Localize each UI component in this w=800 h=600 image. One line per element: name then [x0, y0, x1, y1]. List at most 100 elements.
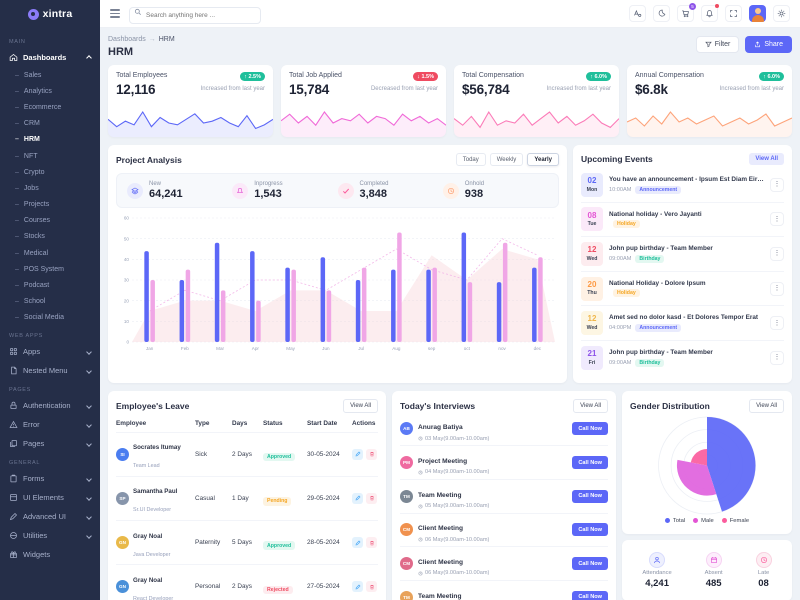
share-button[interactable]: Share: [745, 36, 792, 53]
brand-logo[interactable]: xintra: [0, 0, 100, 28]
user-icon: [649, 551, 666, 568]
sidebar-item-jobs[interactable]: – Jobs: [15, 184, 39, 192]
sidebar-item-forms[interactable]: Forms: [0, 469, 100, 488]
kebab-menu-icon[interactable]: ⋮: [770, 316, 784, 331]
warning-triangle-icon: [9, 420, 18, 429]
sidebar-item-projects[interactable]: – Projects: [15, 201, 50, 209]
delete-icon[interactable]: [366, 537, 377, 549]
events-view-all-button[interactable]: View All: [749, 153, 784, 165]
sidebar-item-dashboards[interactable]: Dashboards: [0, 48, 100, 67]
sidebar-item-utilities[interactable]: Utilities: [0, 526, 100, 545]
edit-icon[interactable]: [352, 448, 363, 460]
call-now-button[interactable]: Call Now: [572, 489, 608, 503]
range-yearly-button[interactable]: Yearly: [527, 153, 559, 166]
sidebar-item-authentication[interactable]: Authentication: [0, 396, 100, 415]
fullscreen-icon[interactable]: [725, 5, 742, 22]
dark-mode-moon-icon[interactable]: [653, 5, 670, 22]
sidebar-section-pages: PAGES: [9, 387, 32, 393]
sidebar-item-pos-system[interactable]: – POS System: [15, 265, 64, 273]
apps-grid-icon: [9, 347, 18, 356]
sparkline-chart: [281, 108, 446, 137]
sidebar-item-ecommerce[interactable]: – Ecommerce: [15, 103, 62, 111]
range-weekly-button[interactable]: Weekly: [489, 153, 524, 166]
sidebar-item-hrm[interactable]: – HRM: [15, 136, 40, 144]
interview-item: CM Client Meeting 06 May(9.00am-10.00am) …: [400, 514, 608, 548]
sidebar-item-sales[interactable]: – Sales: [15, 71, 42, 79]
sidebar-item-podcast[interactable]: – Podcast: [15, 282, 50, 290]
status-badge: Approved: [263, 541, 296, 550]
gender-view-all-button[interactable]: View All: [749, 398, 784, 413]
sidebar-item-stocks[interactable]: – Stocks: [15, 233, 45, 241]
search-input[interactable]: [129, 6, 261, 24]
svg-text:Mar: Mar: [216, 346, 224, 351]
stat-value: 12,116: [116, 82, 156, 97]
cart-icon[interactable]: 5: [677, 3, 696, 22]
call-now-button[interactable]: Call Now: [572, 523, 608, 537]
sidebar-item-social-media[interactable]: – Social Media: [15, 314, 64, 322]
leave-view-all-button[interactable]: View All: [343, 398, 378, 413]
edit-icon[interactable]: [352, 537, 363, 549]
event-date: 08 Tue: [581, 207, 603, 232]
stat-cards-row: Total Employees 12,116 ↑ 2.5% Increased …: [108, 65, 792, 137]
sidebar-item-ui-elements[interactable]: UI Elements: [0, 488, 100, 507]
svg-text:10: 10: [124, 319, 130, 324]
interviews-view-all-button[interactable]: View All: [573, 398, 608, 413]
kebab-menu-icon[interactable]: ⋮: [770, 246, 784, 261]
range-today-button[interactable]: Today: [455, 153, 486, 166]
edit-icon[interactable]: [352, 581, 363, 593]
sidebar-item-analytics[interactable]: – Analytics: [15, 87, 52, 95]
call-now-button[interactable]: Call Now: [572, 456, 608, 470]
employees-leave-card: Employee's Leave View All Employee Type Da…: [108, 390, 386, 600]
todays-interviews-card: Today's Interviews View All AB Anurag Ba…: [392, 390, 616, 600]
sidebar-section-general: GENERAL: [9, 460, 41, 466]
call-now-button[interactable]: Call Now: [572, 422, 608, 436]
notifications-bell-icon[interactable]: [701, 4, 719, 22]
avatar: PM: [400, 456, 413, 470]
kebab-menu-icon[interactable]: ⋮: [770, 281, 784, 296]
project-analysis-stats: New 64,241 Inprogress 1,543 Completed 3,848…: [116, 173, 559, 208]
event-item: 02 Mon You have an announcement - Ipsum E…: [581, 168, 784, 203]
sidebar-item-apps[interactable]: Apps: [0, 342, 100, 361]
sidebar-item-widgets[interactable]: Widgets: [0, 545, 100, 564]
topbar-actions: 5: [629, 3, 790, 22]
sidebar-item-courses[interactable]: – Courses: [15, 217, 50, 225]
share-icon: [755, 41, 761, 48]
filter-button[interactable]: Filter: [695, 36, 740, 53]
stat-card-total-job-applied: Total Job Applied 15,784 ↓ 1.5% Decrease…: [281, 65, 446, 137]
svg-text:Jan: Jan: [146, 346, 154, 351]
svg-text:60: 60: [124, 216, 130, 221]
call-now-button[interactable]: Call Now: [572, 557, 608, 571]
breadcrumb-dashboards[interactable]: Dashboards: [108, 36, 146, 43]
event-date: 21 Fri: [581, 345, 603, 370]
call-now-button[interactable]: Call Now: [572, 590, 608, 600]
menu-toggle-icon[interactable]: [110, 9, 120, 18]
sidebar-item-crypto[interactable]: – Crypto: [15, 168, 45, 176]
kebab-menu-icon[interactable]: ⋮: [770, 177, 784, 192]
leave-table: Employee Type Days Status Start Date Actions …: [116, 415, 378, 600]
kebab-menu-icon[interactable]: ⋮: [770, 350, 784, 365]
user-avatar[interactable]: [749, 5, 766, 22]
sidebar-item-school[interactable]: – School: [15, 298, 46, 306]
kebab-menu-icon[interactable]: ⋮: [770, 212, 784, 227]
delete-icon[interactable]: [366, 448, 377, 460]
sidebar-item-error[interactable]: Error: [0, 415, 100, 434]
sidebar-item-crm[interactable]: – CRM: [15, 120, 40, 128]
edit-icon[interactable]: [352, 492, 363, 504]
calendar-icon: [705, 551, 722, 568]
sidebar-item-medical[interactable]: – Medical: [15, 249, 49, 257]
sidebar-item-nested-menu[interactable]: Nested Menu: [0, 361, 100, 380]
svg-text:Jul: Jul: [358, 346, 364, 351]
table-header-row: Employee Type Days Status Start Date Actions: [116, 415, 378, 433]
clock-icon: [418, 571, 423, 576]
delete-icon[interactable]: [366, 581, 377, 593]
sidebar-item-advanced-ui[interactable]: Advanced UI: [0, 507, 100, 526]
settings-gear-icon[interactable]: [773, 5, 790, 22]
language-icon[interactable]: [629, 5, 646, 22]
upcoming-events-card: Upcoming Events View All 02 Mon You have …: [573, 145, 792, 383]
sidebar-item-nft[interactable]: – NFT: [15, 152, 38, 160]
event-item: 08 Tue National holiday - Vero Jayanti Ho…: [581, 203, 784, 238]
chevron-down-icon: [86, 421, 92, 428]
event-badge: Birthday: [635, 358, 665, 367]
delete-icon[interactable]: [366, 492, 377, 504]
sidebar-item-pages[interactable]: Pages: [0, 434, 100, 453]
